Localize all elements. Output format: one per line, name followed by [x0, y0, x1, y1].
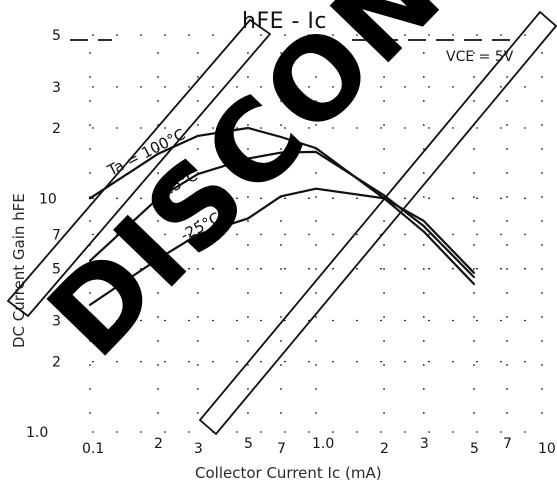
watermark-stripe-outline	[6, 18, 272, 318]
watermark: DISCON	[6, 0, 557, 436]
x-tick-label: 7	[277, 441, 286, 457]
y-tick-label: 3	[52, 314, 61, 330]
x-tick-label: 2	[380, 441, 389, 457]
x-tick-label: 3	[194, 441, 203, 457]
y-tick-label: 2	[52, 355, 61, 371]
y-tick-label: 5	[52, 28, 61, 44]
x-tick-label: 7	[503, 436, 512, 452]
y-tick-label: 5	[52, 262, 61, 278]
y-tick-label: 1.0	[26, 425, 48, 441]
y-tick-label: 2	[52, 121, 61, 137]
watermark-text: DISCON	[24, 0, 468, 382]
y-axis: 1.0 2 3 5 7 10 2 3 5	[26, 28, 61, 441]
x-tick-label: 5	[244, 436, 253, 452]
watermark-stripe-outline-right	[198, 10, 557, 436]
x-tick-label: 2	[154, 436, 163, 452]
x-tick-label: 10	[538, 441, 556, 457]
y-tick-label: 3	[52, 80, 61, 96]
x-tick-label: 0.1	[82, 441, 104, 457]
series-line-25-c	[88, 150, 476, 279]
x-tick-label: 5	[470, 441, 479, 457]
x-axis-label: Collector Current Ic (mA)	[195, 464, 382, 482]
chart-title: hFE - Ic	[242, 9, 327, 34]
x-axis: 0.1 2 3 5 7 1.0 2 3 5 7 10	[82, 436, 556, 457]
series-line-25-c	[88, 187, 476, 306]
x-tick-label: 3	[420, 436, 429, 452]
y-tick-label: 7	[52, 228, 61, 244]
x-tick-label: 1.0	[312, 436, 334, 452]
condition-label: VCE = 5V	[446, 49, 514, 65]
y-tick-label: 10	[39, 191, 57, 207]
y-axis-label: DC Current Gain hFE	[10, 193, 28, 348]
